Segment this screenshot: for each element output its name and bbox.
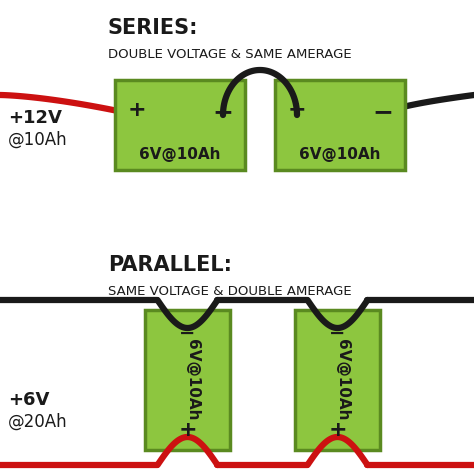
FancyBboxPatch shape: [145, 310, 230, 450]
Text: +: +: [328, 420, 347, 440]
Text: @20Ah: @20Ah: [8, 413, 68, 431]
Text: @10Ah: @10Ah: [8, 131, 68, 149]
Text: 6V@10Ah: 6V@10Ah: [185, 339, 200, 421]
Text: +: +: [178, 420, 197, 440]
Text: −: −: [179, 324, 196, 343]
Text: 6V@10Ah: 6V@10Ah: [335, 339, 350, 421]
Text: DOUBLE VOLTAGE & SAME AMERAGE: DOUBLE VOLTAGE & SAME AMERAGE: [108, 48, 352, 61]
FancyBboxPatch shape: [295, 310, 380, 450]
Text: −: −: [212, 100, 234, 124]
Text: +: +: [128, 100, 146, 120]
Text: 6V@10Ah: 6V@10Ah: [299, 147, 381, 162]
FancyBboxPatch shape: [115, 80, 245, 170]
FancyBboxPatch shape: [275, 80, 405, 170]
Text: PARALLEL:: PARALLEL:: [108, 255, 232, 275]
Text: +12V: +12V: [8, 109, 62, 127]
Text: SERIES:: SERIES:: [108, 18, 199, 38]
Text: +6V: +6V: [8, 391, 49, 409]
Text: +: +: [288, 100, 306, 120]
Text: −: −: [329, 324, 346, 343]
Text: −: −: [373, 100, 393, 124]
Text: SAME VOLTAGE & DOUBLE AMERAGE: SAME VOLTAGE & DOUBLE AMERAGE: [108, 285, 352, 298]
Text: 6V@10Ah: 6V@10Ah: [139, 147, 221, 162]
